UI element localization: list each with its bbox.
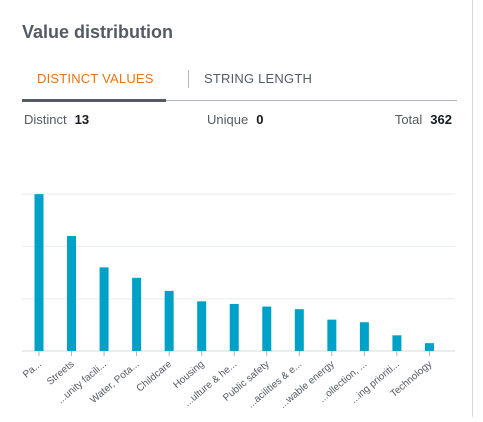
bar-0 [34,194,44,351]
bar-4 [164,290,174,351]
bar-6 [229,303,239,351]
tab-divider [188,70,189,88]
bar-7 [262,306,272,351]
tab-string-length[interactable]: STRING LENGTH [204,71,313,86]
bar-chart-svg: Pa... Streets...unity facili...Water, Pot… [21,193,455,411]
value-distribution-panel: Value distribution DISTINCT VALUES STRIN… [21,0,473,417]
bar-8 [294,309,304,351]
bar-5 [197,301,207,351]
stat-distinct-value: 13 [74,112,90,127]
panel-title: Value distribution [22,22,174,42]
bar-10 [359,322,369,351]
stat-total-value: 362 [430,112,452,127]
stat-distinct-label: Distinct [24,112,67,127]
active-tab-indicator [22,99,166,102]
distribution-chart: Pa... Streets ...unity facili... Water, Pot… [0,160,470,422]
bar-9 [327,319,337,351]
stat-total: Total 362 [395,112,452,127]
bar-1 [67,235,77,351]
tab-bar: DISTINCT VALUES STRING LENGTH [22,58,457,102]
stat-unique-label: Unique [207,112,249,127]
scroll-area [473,0,483,417]
stat-unique: Unique 0 [207,112,263,127]
bar-3 [132,277,142,351]
x-tick-label-4: Childcare [135,359,175,395]
stats-row: Distinct 13 Unique 0 Total 362 [24,112,452,130]
stat-unique-value: 0 [256,112,264,127]
tab-distinct-values[interactable]: DISTINCT VALUES [37,71,154,86]
bar-12 [424,343,434,351]
bar-11 [392,335,402,351]
x-tick-label-0: Pa... [21,359,44,381]
stat-total-label: Total [394,112,423,127]
stat-distinct: Distinct 13 [24,112,89,127]
bar-2 [99,267,109,351]
